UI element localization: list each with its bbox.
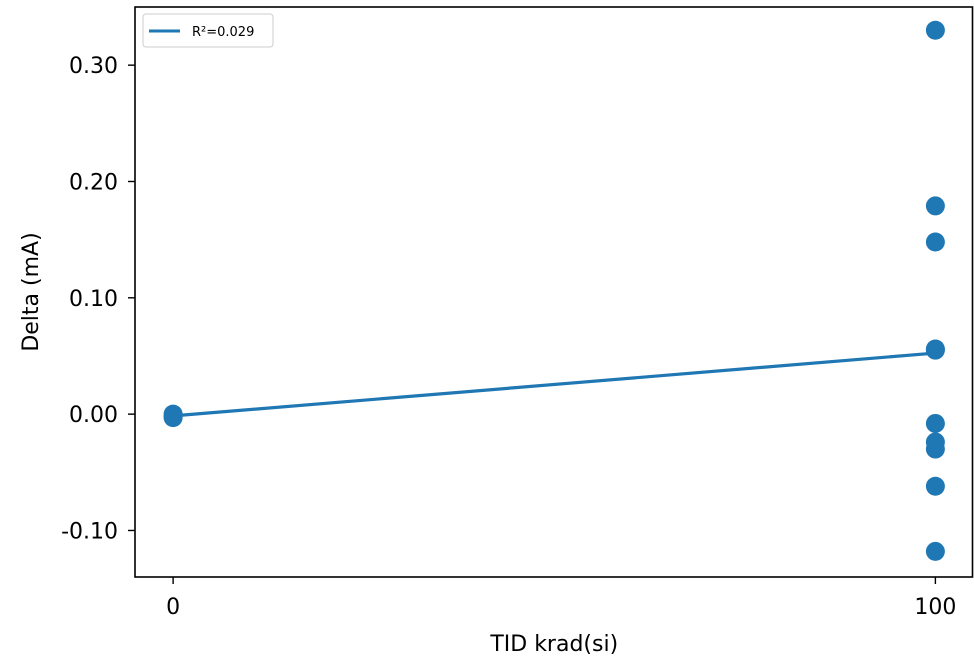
data-point [925, 232, 945, 252]
legend-box [142, 13, 274, 48]
data-point [925, 476, 945, 496]
data-point [925, 541, 945, 561]
data-point [925, 196, 945, 216]
y-tick-label: 0.20 [69, 170, 118, 195]
y-tick-label: 0.30 [69, 54, 118, 79]
x-tick-label: 0 [166, 595, 180, 620]
y-tick-label: 0.10 [69, 287, 118, 312]
data-point [163, 408, 183, 428]
data-point [925, 439, 945, 459]
y-tick-label: 0.00 [69, 403, 118, 428]
data-point [925, 340, 945, 360]
data-point [925, 413, 945, 433]
legend-entry-fit-line: R²=0.029 [192, 25, 254, 40]
x-axis: 0 100 [166, 577, 956, 620]
y-axis-label: Delta (mA) [19, 232, 44, 351]
legend: R²=0.029 [142, 13, 274, 48]
data-point [925, 20, 945, 40]
x-tick-label: 100 [914, 595, 956, 620]
y-axis: -0.10 0.00 0.10 0.20 0.30 [61, 54, 135, 544]
x-axis-label: TID krad(si) [489, 632, 618, 657]
data-marks [163, 20, 945, 561]
plot-frame [134, 6, 974, 578]
y-tick-label: -0.10 [61, 519, 118, 544]
fit-line [172, 351, 936, 418]
